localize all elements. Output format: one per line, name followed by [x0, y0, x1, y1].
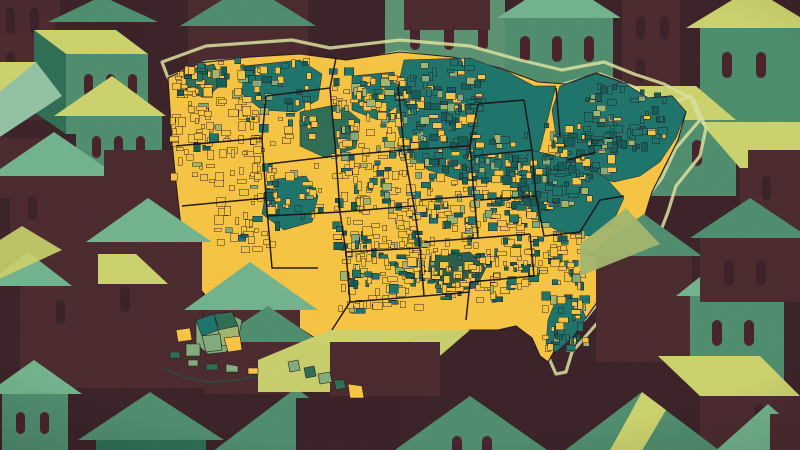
scene-svg — [0, 0, 800, 450]
film-grain — [0, 0, 800, 450]
illustration-canvas: US county-level choropleth map over styl… — [0, 0, 800, 450]
